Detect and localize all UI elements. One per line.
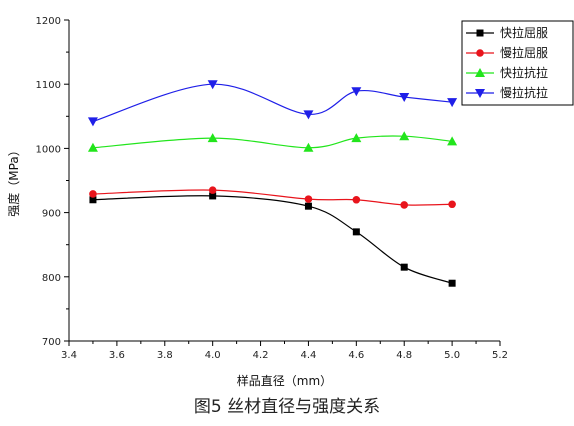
data-point bbox=[400, 201, 409, 209]
data-point bbox=[399, 93, 410, 103]
data-point bbox=[207, 80, 218, 90]
series-line bbox=[92, 135, 453, 149]
legend-marker bbox=[476, 29, 484, 37]
x-tick-label: 4.6 bbox=[348, 350, 364, 361]
series-4 bbox=[87, 80, 458, 127]
x-tick-label: 3.6 bbox=[109, 350, 125, 361]
x-tick-label: 4.4 bbox=[300, 350, 316, 361]
data-point bbox=[89, 190, 97, 198]
legend-label: 快拉屈服 bbox=[500, 25, 548, 40]
data-point bbox=[448, 200, 456, 209]
y-tick-label: 1100 bbox=[36, 80, 61, 91]
x-axis-title: 样品直径（mm） bbox=[237, 373, 332, 388]
y-axis-title: 强度（MPa） bbox=[6, 144, 21, 216]
data-point bbox=[303, 142, 314, 152]
series-2 bbox=[89, 186, 456, 209]
series-layer bbox=[87, 80, 458, 287]
data-point bbox=[351, 133, 362, 143]
legend-marker bbox=[475, 89, 485, 98]
legend-item: 快拉屈服 bbox=[466, 25, 548, 40]
data-point bbox=[352, 228, 360, 236]
series-1 bbox=[89, 192, 456, 287]
legend-label: 快拉抗拉 bbox=[500, 65, 548, 80]
data-point bbox=[399, 131, 410, 141]
x-axis-ticks: 3.4 3.6 3.8 4.0 4.2 4.4 4.6 4.8 5.0 5.2 bbox=[61, 341, 508, 361]
data-point bbox=[87, 142, 98, 152]
data-point bbox=[303, 110, 314, 120]
legend-item: 慢拉屈服 bbox=[466, 45, 548, 60]
legend-marker bbox=[476, 49, 484, 57]
data-point bbox=[209, 192, 217, 200]
data-point bbox=[89, 196, 97, 204]
data-point bbox=[400, 263, 408, 271]
data-point bbox=[87, 117, 98, 127]
y-tick-label: 900 bbox=[42, 209, 61, 220]
x-tick-label: 5.0 bbox=[444, 350, 460, 361]
legend-label: 慢拉屈服 bbox=[500, 45, 548, 60]
series-line bbox=[92, 83, 453, 123]
data-point bbox=[352, 195, 361, 204]
series-3 bbox=[87, 131, 458, 152]
y-tick-label: 800 bbox=[42, 273, 61, 284]
data-point bbox=[447, 98, 458, 108]
figure-caption: 图5 丝材直径与强度关系 bbox=[194, 397, 380, 417]
x-tick-label: 3.4 bbox=[61, 350, 77, 361]
y-tick-label: 1000 bbox=[36, 144, 61, 155]
legend-marker bbox=[475, 68, 485, 77]
data-point bbox=[447, 136, 458, 146]
data-point bbox=[448, 279, 456, 287]
data-point bbox=[304, 202, 312, 210]
legend-item: 快拉抗拉 bbox=[466, 65, 548, 80]
y-tick-label: 1200 bbox=[36, 16, 61, 27]
y-axis-ticks: 700 800 900 1000 1100 1200 bbox=[36, 16, 69, 348]
y-tick-label: 700 bbox=[42, 337, 61, 348]
x-tick-label: 4.2 bbox=[253, 350, 269, 361]
data-point bbox=[304, 195, 313, 203]
x-tick-label: 4.8 bbox=[396, 350, 412, 361]
data-point bbox=[208, 186, 217, 194]
data-point bbox=[351, 87, 362, 97]
x-tick-label: 4.0 bbox=[205, 350, 221, 361]
x-tick-label: 3.8 bbox=[157, 350, 173, 361]
series-line bbox=[92, 195, 453, 284]
plot-frame bbox=[68, 20, 500, 342]
data-point bbox=[207, 133, 218, 143]
x-tick-label: 5.2 bbox=[492, 350, 508, 361]
legend-label: 慢拉抗拉 bbox=[500, 85, 548, 100]
legend-item: 慢拉抗拉 bbox=[466, 85, 548, 100]
